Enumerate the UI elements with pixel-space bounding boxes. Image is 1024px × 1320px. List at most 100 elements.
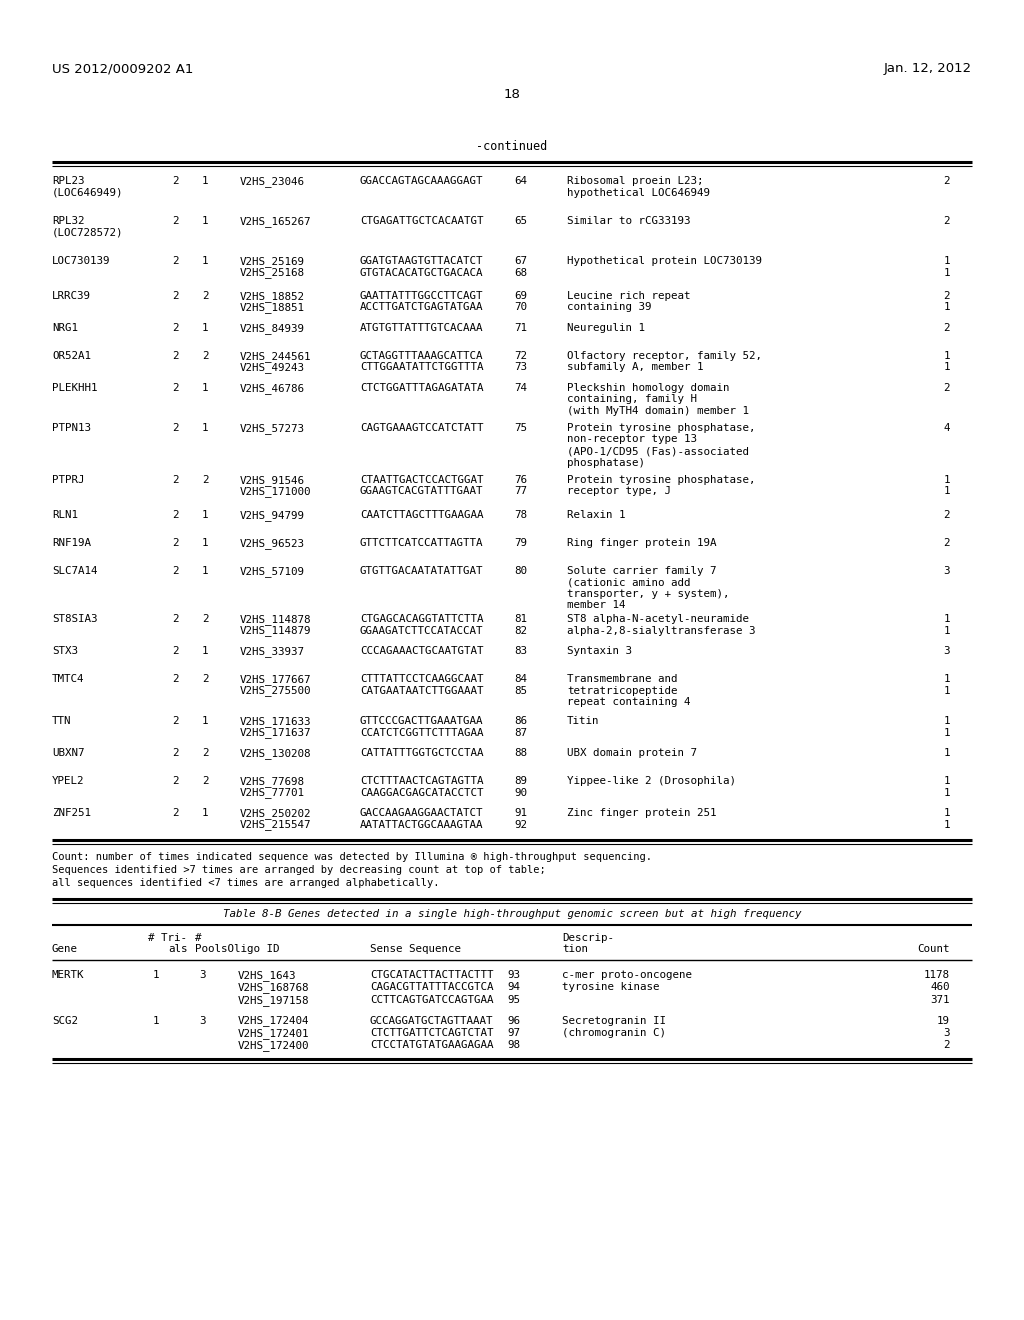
Text: 89: 89 xyxy=(514,776,527,785)
Text: 2: 2 xyxy=(172,176,178,186)
Text: RNF19A: RNF19A xyxy=(52,539,91,548)
Text: 94: 94 xyxy=(507,982,520,993)
Text: 1: 1 xyxy=(943,715,950,726)
Text: CTCCTATGTATGAAGAGAA: CTCCTATGTATGAAGAGAA xyxy=(370,1040,494,1051)
Text: 1: 1 xyxy=(202,176,208,186)
Text: 93: 93 xyxy=(507,970,520,979)
Text: 1: 1 xyxy=(202,383,208,393)
Text: 96: 96 xyxy=(507,1015,520,1026)
Text: YPEL2: YPEL2 xyxy=(52,776,85,785)
Text: Secretogranin II: Secretogranin II xyxy=(562,1015,666,1026)
Text: PoolsOligo ID: PoolsOligo ID xyxy=(195,945,280,954)
Text: 1: 1 xyxy=(943,808,950,818)
Text: V2HS_130208: V2HS_130208 xyxy=(240,748,311,759)
Text: OR52A1: OR52A1 xyxy=(52,351,91,360)
Text: 2: 2 xyxy=(172,383,178,393)
Text: V2HS_197158: V2HS_197158 xyxy=(238,995,309,1006)
Text: 81: 81 xyxy=(514,614,527,624)
Text: 2: 2 xyxy=(172,351,178,360)
Text: 2: 2 xyxy=(172,748,178,758)
Text: 1: 1 xyxy=(943,788,950,797)
Text: Transmembrane and: Transmembrane and xyxy=(567,675,678,684)
Text: 2: 2 xyxy=(943,510,950,520)
Text: MERTK: MERTK xyxy=(52,970,85,979)
Text: 2: 2 xyxy=(172,422,178,433)
Text: 3: 3 xyxy=(943,645,950,656)
Text: TMTC4: TMTC4 xyxy=(52,675,85,684)
Text: Jan. 12, 2012: Jan. 12, 2012 xyxy=(884,62,972,75)
Text: 1: 1 xyxy=(202,216,208,226)
Text: 1: 1 xyxy=(943,675,950,684)
Text: 70: 70 xyxy=(514,302,527,313)
Text: V2HS_77698: V2HS_77698 xyxy=(240,776,305,787)
Text: 3: 3 xyxy=(200,1015,206,1026)
Text: Solute carrier family 7: Solute carrier family 7 xyxy=(567,566,717,576)
Text: ST8 alpha-N-acetyl-neuramide: ST8 alpha-N-acetyl-neuramide xyxy=(567,614,749,624)
Text: GGACCAGTAGCAAAGGAGT: GGACCAGTAGCAAAGGAGT xyxy=(360,176,483,186)
Text: 95: 95 xyxy=(507,995,520,1005)
Text: NRG1: NRG1 xyxy=(52,323,78,333)
Text: 2: 2 xyxy=(943,323,950,333)
Text: Olfactory receptor, family 52,: Olfactory receptor, family 52, xyxy=(567,351,762,360)
Text: Descrip-: Descrip- xyxy=(562,933,614,942)
Text: CAGTGAAAGTCCATCTATT: CAGTGAAAGTCCATCTATT xyxy=(360,422,483,433)
Text: V2HS_177667: V2HS_177667 xyxy=(240,675,311,685)
Text: Protein tyrosine phosphatase,: Protein tyrosine phosphatase, xyxy=(567,422,756,433)
Text: 2: 2 xyxy=(172,614,178,624)
Text: 1: 1 xyxy=(943,475,950,484)
Text: CTGAGCACAGGTATTCTTA: CTGAGCACAGGTATTCTTA xyxy=(360,614,483,624)
Text: US 2012/0009202 A1: US 2012/0009202 A1 xyxy=(52,62,194,75)
Text: V2HS_114879: V2HS_114879 xyxy=(240,626,311,636)
Text: PTPN13: PTPN13 xyxy=(52,422,91,433)
Text: Titin: Titin xyxy=(567,715,599,726)
Text: 2: 2 xyxy=(943,539,950,548)
Text: 78: 78 xyxy=(514,510,527,520)
Text: V2HS_96523: V2HS_96523 xyxy=(240,539,305,549)
Text: Neuregulin 1: Neuregulin 1 xyxy=(567,323,645,333)
Text: 88: 88 xyxy=(514,748,527,758)
Text: V2HS_33937: V2HS_33937 xyxy=(240,645,305,657)
Text: 3: 3 xyxy=(200,970,206,979)
Text: 68: 68 xyxy=(514,268,527,277)
Text: V2HS_171000: V2HS_171000 xyxy=(240,487,311,498)
Text: 1: 1 xyxy=(943,614,950,624)
Text: 1: 1 xyxy=(943,268,950,277)
Text: 1: 1 xyxy=(943,363,950,372)
Text: tetratricopeptide: tetratricopeptide xyxy=(567,685,678,696)
Text: 2: 2 xyxy=(172,216,178,226)
Text: 72: 72 xyxy=(514,351,527,360)
Text: -continued: -continued xyxy=(476,140,548,153)
Text: GACCAAGAAGGAACTATCT: GACCAAGAAGGAACTATCT xyxy=(360,808,483,818)
Text: subfamily A, member 1: subfamily A, member 1 xyxy=(567,363,703,372)
Text: CATTATTTGGTGCTCCTAA: CATTATTTGGTGCTCCTAA xyxy=(360,748,483,758)
Text: 2: 2 xyxy=(172,510,178,520)
Text: containing, family H: containing, family H xyxy=(567,395,697,404)
Text: 460: 460 xyxy=(931,982,950,993)
Text: CAGACGTTATTTACCGTCA: CAGACGTTATTTACCGTCA xyxy=(370,982,494,993)
Text: receptor type, J: receptor type, J xyxy=(567,487,671,496)
Text: 65: 65 xyxy=(514,216,527,226)
Text: 2: 2 xyxy=(172,539,178,548)
Text: Count: number of times indicated sequence was detected by Illumina ® high-throug: Count: number of times indicated sequenc… xyxy=(52,851,652,862)
Text: 74: 74 xyxy=(514,383,527,393)
Text: 85: 85 xyxy=(514,685,527,696)
Text: V2HS_171637: V2HS_171637 xyxy=(240,727,311,738)
Text: Sense Sequence: Sense Sequence xyxy=(370,945,461,954)
Text: 2: 2 xyxy=(202,748,208,758)
Text: 1178: 1178 xyxy=(924,970,950,979)
Text: AATATTACTGGCAAAGTAA: AATATTACTGGCAAAGTAA xyxy=(360,820,483,829)
Text: CTTTATTCCTCAAGGCAAT: CTTTATTCCTCAAGGCAAT xyxy=(360,675,483,684)
Text: V2HS_215547: V2HS_215547 xyxy=(240,820,311,830)
Text: RPL32: RPL32 xyxy=(52,216,85,226)
Text: CCCAGAAACTGCAATGTAT: CCCAGAAACTGCAATGTAT xyxy=(360,645,483,656)
Text: 92: 92 xyxy=(514,820,527,829)
Text: 2: 2 xyxy=(172,776,178,785)
Text: 19: 19 xyxy=(937,1015,950,1026)
Text: Protein tyrosine phosphatase,: Protein tyrosine phosphatase, xyxy=(567,475,756,484)
Text: V2HS_46786: V2HS_46786 xyxy=(240,383,305,393)
Text: 1: 1 xyxy=(943,820,950,829)
Text: V2HS_172400: V2HS_172400 xyxy=(238,1040,309,1052)
Text: 2: 2 xyxy=(172,566,178,576)
Text: GTGTTGACAATATATTGAT: GTGTTGACAATATATTGAT xyxy=(360,566,483,576)
Text: V2HS_94799: V2HS_94799 xyxy=(240,510,305,521)
